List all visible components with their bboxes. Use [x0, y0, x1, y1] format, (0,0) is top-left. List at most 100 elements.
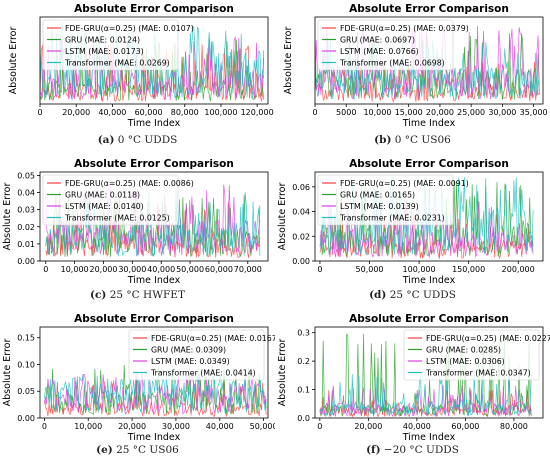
- y-tick-label: 0.10: [17, 360, 35, 369]
- y-tick-label: 0.02: [17, 223, 35, 232]
- legend-entry: FDE-GRU(α=0.25) (MAE: 0.0086): [65, 179, 194, 188]
- series-line-2: [45, 193, 261, 257]
- chart-title: Absolute Error Comparison: [349, 3, 509, 15]
- legend-entry: Transformer (MAE: 0.0125): [64, 214, 170, 223]
- legend-entry: FDE-GRU(α=0.25) (MAE: 0.0379): [340, 24, 469, 33]
- legend-entry: LSTM (MAE: 0.0139): [340, 202, 419, 211]
- x-tick-label: 50,000: [176, 265, 204, 274]
- series-line-4: [45, 190, 261, 257]
- caption-label: (b): [374, 134, 392, 146]
- legend-box: [42, 174, 179, 226]
- series-line-2: [319, 333, 532, 418]
- x-axis-label: Time Index: [127, 432, 181, 443]
- caption-label: (c): [90, 289, 107, 301]
- x-axis-label: Time Index: [402, 118, 456, 129]
- series-line-4: [319, 372, 532, 417]
- series-group: [319, 333, 532, 418]
- chart-panel-e: Absolute Error Comparison 0 10,000 20,000 30…: [0, 310, 275, 465]
- caption-text: 25 °C HWFET: [109, 289, 185, 301]
- y-axis-label: Absolute Error: [277, 183, 288, 251]
- x-tick-label: 10,000: [61, 265, 89, 274]
- chart-panel-b: Absolute Error Comparison 0 5000 10,000 15,0…: [275, 0, 550, 155]
- x-tick-label: 0: [37, 108, 42, 117]
- legend-entry: Transformer (MAE: 0.0698): [339, 59, 445, 68]
- legend: FDE-GRU(α=0.25) (MAE: 0.0167) GRU (MAE: 0…: [128, 329, 275, 381]
- caption-text: 25 °C UDDS: [389, 289, 456, 301]
- legend-entry: GRU (MAE: 0.0309): [151, 346, 226, 355]
- chart-title: Absolute Error Comparison: [74, 158, 234, 170]
- x-tick-label: 10,000: [74, 422, 102, 431]
- caption-e: (e) 25 °C US06: [0, 444, 275, 456]
- y-tick-label: 0.2: [297, 357, 310, 366]
- legend-entry: GRU (MAE: 0.0165): [340, 191, 415, 200]
- legend-entry: LSTM (MAE: 0.0140): [65, 202, 144, 211]
- x-tick-label: 40,000: [403, 422, 431, 431]
- y-axis-label: Absolute Error: [8, 27, 19, 95]
- x-tick-label: 0: [317, 422, 322, 431]
- y-tick-label: 0.05: [17, 171, 35, 180]
- x-tick-label: 120,000: [241, 108, 274, 117]
- x-tick-label: 30,000: [162, 422, 190, 431]
- x-tick-label: 60,000: [135, 108, 163, 117]
- chart-title: Absolute Error Comparison: [349, 158, 509, 170]
- y-axis-label: Absolute Error: [283, 27, 294, 95]
- legend-entry: GRU (MAE: 0.0697): [340, 36, 415, 45]
- chart-title: Absolute Error Comparison: [74, 313, 234, 325]
- chart-c: Absolute Error Comparison 0 10,000 20,000 30…: [2, 158, 269, 286]
- chart-f: Absolute Error Comparison 0 20,000 40,000 60…: [277, 313, 550, 443]
- x-tick-label: 35,000: [520, 108, 548, 117]
- caption-label: (d): [369, 289, 387, 301]
- x-tick-label: 50,000: [356, 265, 384, 274]
- x-tick-label: 0: [43, 265, 48, 274]
- legend-entry: LSTM (MAE: 0.0349): [151, 357, 230, 366]
- y-tick-label: 0.00: [17, 414, 35, 423]
- x-tick-label: 30,000: [118, 265, 146, 274]
- caption-label: (e): [96, 444, 113, 456]
- legend-box: [317, 19, 454, 71]
- caption-b: (b) 0 °C US06: [275, 134, 550, 146]
- y-tick-label: 0.05: [17, 387, 35, 396]
- caption-text: −20 °C UDDS: [383, 444, 459, 456]
- legend-entry: Transformer (MAE: 0.0414): [150, 369, 256, 378]
- legend-entry: GRU (MAE: 0.0124): [65, 36, 140, 45]
- x-tick-label: 0: [317, 265, 322, 274]
- caption-text: 25 °C US06: [116, 444, 179, 456]
- caption-a: (a) 0 °C UDDS: [0, 134, 275, 146]
- series-line-1: [40, 44, 265, 102]
- series-line-4: [44, 373, 267, 415]
- x-tick-label: 80,000: [500, 422, 528, 431]
- series-line-4: [319, 177, 534, 256]
- plot-frame: [39, 171, 269, 262]
- series-line-4: [315, 40, 540, 100]
- legend-entry: GRU (MAE: 0.0118): [65, 191, 140, 200]
- caption-label: (f): [366, 444, 381, 456]
- x-tick-label: 100,000: [204, 108, 237, 117]
- y-tick-label: 0.00: [17, 257, 35, 266]
- y-tick-label: 0.15: [17, 334, 35, 343]
- legend-entry: Transformer (MAE: 0.0269): [64, 59, 170, 68]
- y-tick-label: 0.1: [297, 386, 310, 395]
- legend-entry: FDE-GRU(α=0.25) (MAE: 0.0107): [65, 24, 194, 33]
- chart-panel-c: Absolute Error Comparison 0 10,000 20,000 30…: [0, 155, 275, 310]
- chart-e: Absolute Error Comparison 0 10,000 20,000 30…: [2, 313, 275, 443]
- legend: FDE-GRU(α=0.25) (MAE: 0.0227) GRU (MAE: 0…: [403, 329, 550, 381]
- caption-text: 0 °C UDDS: [117, 134, 178, 146]
- y-tick-label: 0.3: [297, 329, 310, 338]
- plot-frame: [314, 16, 544, 105]
- x-tick-label: 40,000: [98, 108, 126, 117]
- legend-box: [128, 329, 265, 381]
- caption-text: 0 °C US06: [394, 134, 451, 146]
- legend: FDE-GRU(α=0.25) (MAE: 0.0107) GRU (MAE: 0…: [42, 19, 194, 71]
- caption-f: (f) −20 °C UDDS: [275, 444, 550, 456]
- y-tick-label: 0.03: [17, 206, 35, 215]
- x-tick-label: 20,000: [89, 265, 117, 274]
- chart-panel-d: Absolute Error Comparison 0 50,000 100,000 1…: [275, 155, 550, 310]
- legend: FDE-GRU(α=0.25) (MAE: 0.0091) GRU (MAE: 0…: [317, 174, 469, 226]
- caption-c: (c) 25 °C HWFET: [0, 289, 275, 301]
- legend-entry: LSTM (MAE: 0.0766): [340, 47, 419, 56]
- plot-frame: [39, 326, 269, 419]
- x-tick-label: 20,000: [118, 422, 146, 431]
- x-tick-label: 10,000: [363, 108, 391, 117]
- y-tick-label: 0.06: [292, 183, 310, 192]
- legend-box: [42, 19, 179, 71]
